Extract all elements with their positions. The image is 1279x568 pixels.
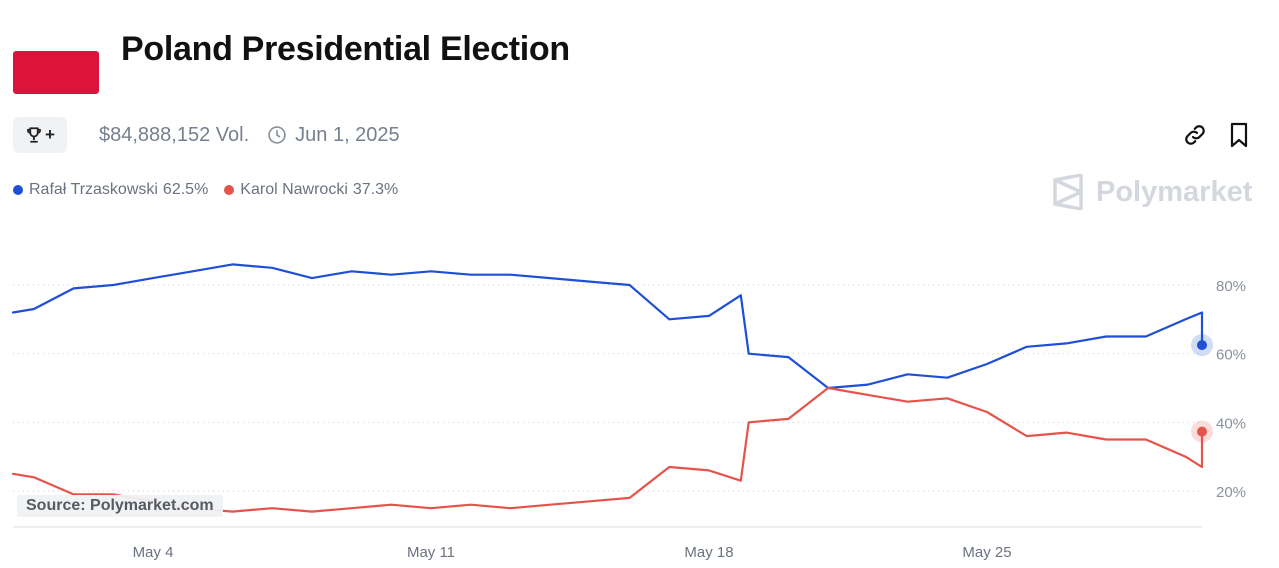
brand-name: Polymarket xyxy=(1096,175,1253,208)
clock-icon xyxy=(267,125,287,145)
legend-dot-nawrocki xyxy=(224,185,235,195)
page-title: Poland Presidential Election xyxy=(121,30,570,68)
legend-name-trzaskowski: Rafał Trzaskowski xyxy=(29,181,158,198)
legend-value-nawrocki: 37.3% xyxy=(352,181,399,198)
flag-white-band xyxy=(13,28,99,51)
trophy-plus: + xyxy=(45,125,55,144)
y-tick-label: 80% xyxy=(1216,278,1246,295)
chart-legend: Rafał Trzaskowski 62.5% Karol Nawrocki 3… xyxy=(13,181,414,199)
market-meta: + $84,888,152 Vol. Jun 1, 2025 xyxy=(13,117,400,153)
x-tick-label: May 11 xyxy=(407,544,455,561)
polymarket-logo-icon xyxy=(1053,174,1083,210)
x-tick-label: May 4 xyxy=(133,544,174,561)
grid-lines xyxy=(13,284,1202,492)
flag-red-band xyxy=(13,51,99,94)
poland-flag xyxy=(13,28,99,94)
legend-item-nawrocki: Karol Nawrocki 37.3% xyxy=(224,181,398,199)
trophy-icon xyxy=(27,127,42,143)
legend-name-nawrocki: Karol Nawrocki xyxy=(240,181,348,198)
trophy-button[interactable]: + xyxy=(13,117,67,153)
y-tick-label: 60% xyxy=(1216,347,1246,364)
series-line-nawrocki xyxy=(11,386,1204,513)
bookmark-icon[interactable] xyxy=(1229,122,1249,148)
series-line-trzaskowski xyxy=(11,263,1204,390)
volume-text: $84,888,152 Vol. xyxy=(99,123,250,146)
y-tick-label: 40% xyxy=(1216,415,1246,432)
y-tick-label: 20% xyxy=(1216,484,1246,501)
legend-item-trzaskowski: Rafał Trzaskowski 62.5% xyxy=(13,181,208,199)
legend-value-trzaskowski: 62.5% xyxy=(162,181,209,198)
link-icon[interactable] xyxy=(1183,123,1207,147)
endpoint-dot-nawrocki xyxy=(1197,426,1207,437)
series-lines xyxy=(11,263,1213,513)
x-tick-label: May 25 xyxy=(962,544,1011,561)
x-tick-label: May 18 xyxy=(684,544,733,561)
endpoint-dot-trzaskowski xyxy=(1197,340,1207,351)
axes: 20% 40% 60% 80% May 4 May 11 May 18 May 25 xyxy=(13,278,1246,561)
legend-dot-trzaskowski xyxy=(13,185,23,195)
end-date: Jun 1, 2025 xyxy=(295,123,400,146)
source-label: Source: Polymarket.com xyxy=(17,495,223,517)
price-history-chart: 20% 40% 60% 80% May 4 May 11 May 18 May 25 xyxy=(11,263,1246,561)
polymarket-brand: Polymarket xyxy=(1052,174,1252,210)
